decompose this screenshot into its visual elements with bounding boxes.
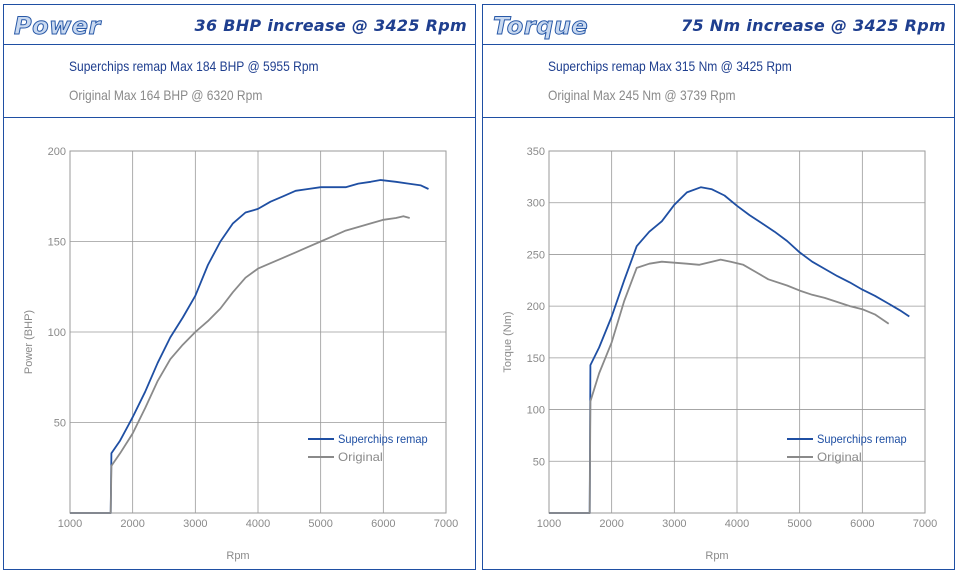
power-chart: 1000 2000 3000 4000 5000 6000 7000 50 100 150 200 R… [23,146,458,562]
x-tick-label: 2000 [599,518,623,530]
power-remap-summary: Superchips remap Max 184 BHP @ 5955 Rpm [69,58,319,74]
x-axis-label: Rpm [705,550,728,562]
power-increase: 36 BHP increase @ 3425 Rpm [194,16,467,35]
series-line-original [70,215,410,514]
legend-label: Original [338,450,383,464]
y-tick-label: 50 [54,418,66,430]
x-tick-label: 5000 [308,518,332,530]
y-tick-label: 250 [527,249,545,261]
x-tick-label: 3000 [662,518,686,530]
legend-label: Superchips remap [817,432,907,446]
y-tick-label: 100 [527,405,545,417]
power-original-summary: Original Max 164 BHP @ 6320 Rpm [69,87,263,103]
series-line-superchips-remap [549,186,910,514]
x-tick-label: 6000 [371,518,395,530]
x-tick-label: 6000 [850,518,874,530]
y-tick-label: 50 [533,456,545,468]
torque-panel: Torque 75 Nm increase @ 3425 Rpm Superch… [482,4,955,570]
x-tick-label: 1000 [58,518,82,530]
torque-summary: Superchips remap Max 315 Nm @ 3425 Rpm O… [483,45,954,118]
y-tick-label: 100 [48,327,66,339]
y-tick-label: 150 [48,237,66,249]
legend-label: Superchips remap [338,432,428,446]
x-tick-label: 5000 [787,518,811,530]
torque-chart: 1000 2000 3000 4000 5000 6000 7000 50 100 150 200 2… [502,146,937,562]
power-summary: Superchips remap Max 184 BHP @ 5955 Rpm … [4,45,475,118]
y-axis-label: Torque (Nm) [502,311,514,372]
x-tick-label: 4000 [246,518,270,530]
x-tick-label: 4000 [725,518,749,530]
x-tick-label: 7000 [913,518,937,530]
x-axis-label: Rpm [226,550,249,562]
torque-remap-summary: Superchips remap Max 315 Nm @ 3425 Rpm [548,58,792,74]
power-title: Power [14,12,101,41]
y-axis-label: Power (BHP) [23,310,35,374]
power-header: Power 36 BHP increase @ 3425 Rpm [4,5,475,45]
y-tick-label: 300 [527,198,545,210]
x-tick-label: 1000 [537,518,561,530]
torque-increase: 75 Nm increase @ 3425 Rpm [681,16,946,35]
y-tick-label: 200 [48,146,66,158]
x-tick-label: 7000 [434,518,458,530]
series-line-superchips-remap [70,179,429,514]
y-tick-label: 350 [527,146,545,158]
legend-label: Original [817,450,862,464]
y-tick-label: 150 [527,353,545,365]
power-panel: Power 36 BHP increase @ 3425 Rpm Superch… [3,4,476,570]
torque-title: Torque [492,12,589,41]
x-tick-label: 3000 [183,518,207,530]
torque-header: Torque 75 Nm increase @ 3425 Rpm [483,5,954,45]
torque-original-summary: Original Max 245 Nm @ 3739 Rpm [548,87,736,103]
series-line-original [549,258,890,514]
y-tick-label: 200 [527,301,545,313]
x-tick-label: 2000 [120,518,144,530]
